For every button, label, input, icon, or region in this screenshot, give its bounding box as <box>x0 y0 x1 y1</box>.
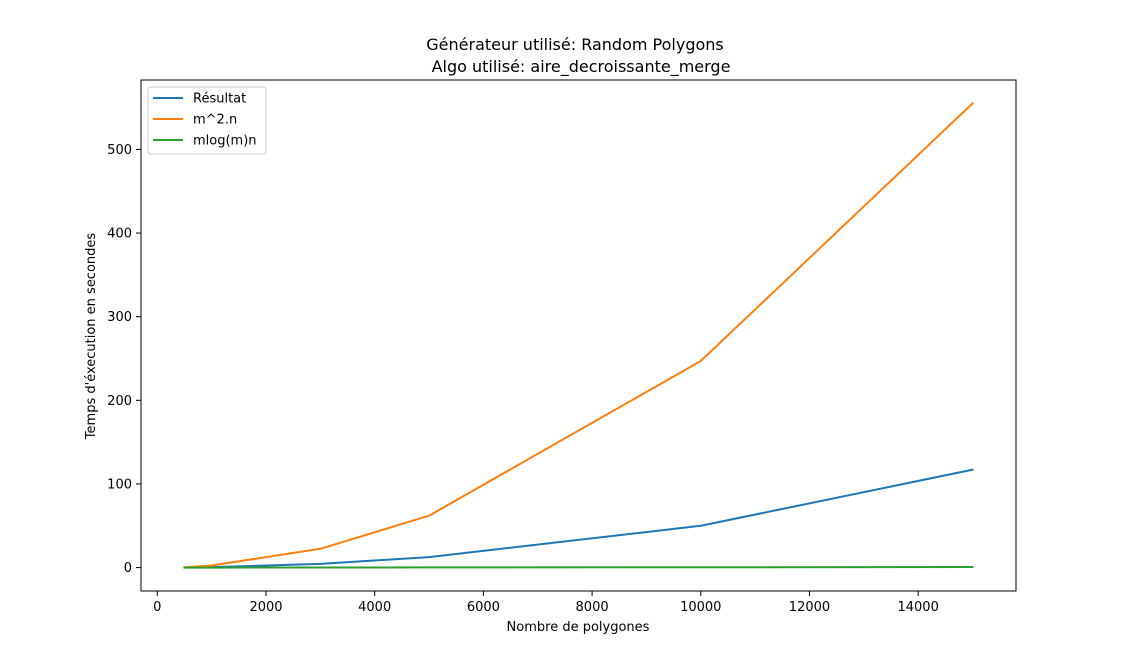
x-tick-label: 12000 <box>789 600 830 615</box>
legend-entries: Résultat m^2.n mlog(m)n <box>153 92 257 149</box>
series-line-0 <box>183 468 974 569</box>
series-layer <box>183 102 974 569</box>
x-axis-ticks: 0 2000 4000 6000 8000 10000 12000 14000 <box>153 591 939 615</box>
x-tick-label: 0 <box>153 600 161 615</box>
x-tick-label: 2000 <box>249 600 282 615</box>
y-tick-label: 400 <box>107 227 132 242</box>
x-tick-label: 14000 <box>897 600 938 615</box>
legend: Résultat m^2.n mlog(m)n <box>147 86 267 155</box>
y-tick-label: 200 <box>107 394 132 409</box>
chart-title: Générateur utilisé: Random Polygons <box>426 35 723 54</box>
y-tick-label: 500 <box>107 143 132 158</box>
y-tick-label: 0 <box>124 561 132 576</box>
series-line-1 <box>183 102 974 569</box>
x-tick-label: 6000 <box>467 600 500 615</box>
plot-frame <box>140 79 1017 592</box>
x-tick-label: 8000 <box>576 600 609 615</box>
legend-box <box>147 86 267 155</box>
chart-subtitle: Algo utilisé: aire_decroissante_merge <box>432 57 731 77</box>
y-axis-label: Temps d'éxecution en secondes <box>84 233 99 441</box>
series-line-2 <box>183 565 974 569</box>
legend-label-2: mlog(m)n <box>193 134 257 149</box>
y-axis-ticks: 0 100 200 300 400 500 <box>107 143 141 576</box>
y-tick-label: 100 <box>107 477 132 492</box>
x-tick-label: 10000 <box>680 600 721 615</box>
x-tick-label: 4000 <box>358 600 391 615</box>
y-tick-label: 300 <box>107 310 132 325</box>
legend-label-1: m^2.n <box>193 113 237 128</box>
x-axis-label: Nombre de polygones <box>507 620 650 635</box>
legend-label-0: Résultat <box>193 92 246 107</box>
